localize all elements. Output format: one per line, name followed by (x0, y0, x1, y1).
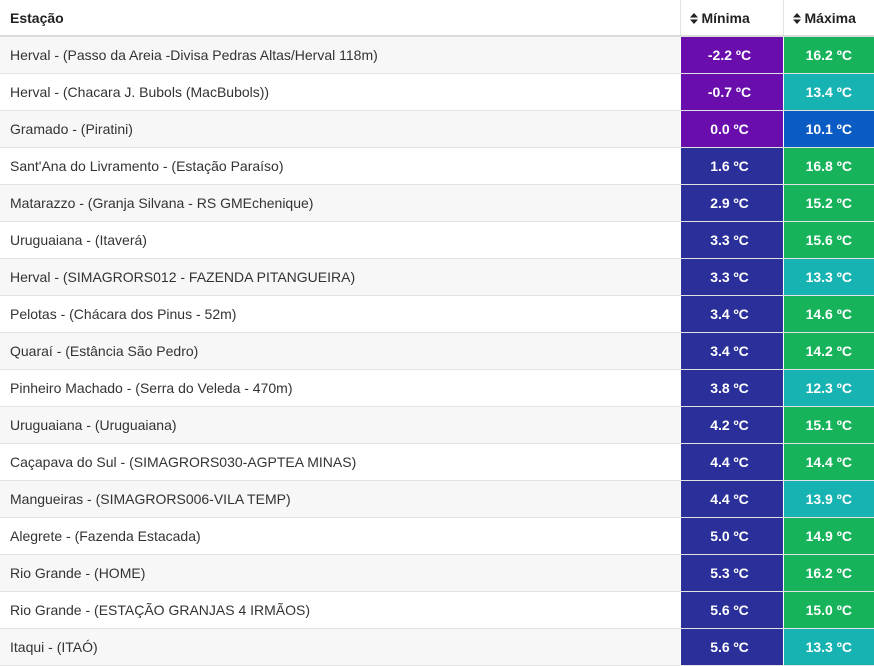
station-name: Rio Grande - (HOME) (0, 554, 680, 592)
max-temp-cell: 14.2 ºC (782, 332, 874, 370)
max-temp-cell: 16.2 ºC (782, 554, 874, 592)
header-station[interactable]: Estação (0, 0, 680, 37)
max-temp-cell: 13.3 ºC (782, 628, 874, 666)
min-temp-cell: 4.4 ºC (679, 480, 783, 518)
station-name: Alegrete - (Fazenda Estacada) (0, 517, 680, 555)
min-temp-cell: 5.0 ºC (679, 517, 783, 555)
min-temp-cell: 3.4 ºC (679, 295, 783, 333)
station-name: Herval - (Passo da Areia -Divisa Pedras … (0, 36, 680, 74)
header-max-sort[interactable]: Máxima (782, 0, 874, 37)
max-temp-cell: 14.6 ºC (782, 295, 874, 333)
table-row: Pinheiro Machado - (Serra do Veleda - 47… (0, 369, 874, 407)
table-body: Herval - (Passo da Areia -Divisa Pedras … (0, 36, 874, 666)
table-row: Matarazzo - (Granja Silvana - RS GMEchen… (0, 184, 874, 222)
min-temp-cell: 2.9 ºC (679, 184, 783, 222)
sort-icon (689, 12, 698, 24)
table-row: Gramado - (Piratini) 0.0 ºC 10.1 ºC (0, 110, 874, 148)
max-temp-cell: 13.4 ºC (782, 73, 874, 111)
station-name: Gramado - (Piratini) (0, 110, 680, 148)
header-min-label: Mínima (701, 9, 750, 26)
min-temp-cell: 3.3 ºC (679, 258, 783, 296)
station-name: Uruguaiana - (Uruguaiana) (0, 406, 680, 444)
header-station-label: Estação (10, 9, 64, 26)
station-name: Rio Grande - (ESTAÇÃO GRANJAS 4 IRMÃOS) (0, 591, 680, 629)
min-temp-cell: 5.6 ºC (679, 628, 783, 666)
station-name: Sant'Ana do Livramento - (Estação Paraís… (0, 147, 680, 185)
table-row: Rio Grande - (HOME) 5.3 ºC 16.2 ºC (0, 554, 874, 592)
header-max-label: Máxima (804, 9, 856, 26)
min-temp-cell: 5.6 ºC (679, 591, 783, 629)
station-name: Mangueiras - (SIMAGRORS006-VILA TEMP) (0, 480, 680, 518)
max-temp-cell: 10.1 ºC (782, 110, 874, 148)
header-min-sort[interactable]: Mínima (679, 0, 783, 37)
min-temp-cell: -2.2 ºC (679, 36, 783, 74)
station-name: Quaraí - (Estância São Pedro) (0, 332, 680, 370)
max-temp-cell: 13.9 ºC (782, 480, 874, 518)
max-temp-cell: 12.3 ºC (782, 369, 874, 407)
station-name: Pinheiro Machado - (Serra do Veleda - 47… (0, 369, 680, 407)
table-row: Itaqui - (ITAÓ) 5.6 ºC 13.3 ºC (0, 628, 874, 666)
station-name: Uruguaiana - (Itaverá) (0, 221, 680, 259)
max-temp-cell: 15.2 ºC (782, 184, 874, 222)
table-row: Uruguaiana - (Uruguaiana) 4.2 ºC 15.1 ºC (0, 406, 874, 444)
max-temp-cell: 16.8 ºC (782, 147, 874, 185)
max-temp-cell: 16.2 ºC (782, 36, 874, 74)
max-temp-cell: 14.4 ºC (782, 443, 874, 481)
min-temp-cell: 5.3 ºC (679, 554, 783, 592)
min-temp-cell: 3.4 ºC (679, 332, 783, 370)
min-temp-cell: 4.4 ºC (679, 443, 783, 481)
min-temp-cell: -0.7 ºC (679, 73, 783, 111)
min-temp-cell: 1.6 ºC (679, 147, 783, 185)
table-row: Caçapava do Sul - (SIMAGRORS030-AGPTEA M… (0, 443, 874, 481)
table-row: Herval - (Passo da Areia -Divisa Pedras … (0, 36, 874, 74)
min-temp-cell: 0.0 ºC (679, 110, 783, 148)
table-row: Herval - (Chacara J. Bubols (MacBubols))… (0, 73, 874, 111)
table-row: Mangueiras - (SIMAGRORS006-VILA TEMP) 4.4… (0, 480, 874, 518)
min-temp-cell: 4.2 ºC (679, 406, 783, 444)
table-row: Rio Grande - (ESTAÇÃO GRANJAS 4 IRMÃOS) 5… (0, 591, 874, 629)
station-name: Herval - (Chacara J. Bubols (MacBubols)) (0, 73, 680, 111)
table-row: Pelotas - (Chácara dos Pinus - 52m) 3.4 º… (0, 295, 874, 333)
min-temp-cell: 3.8 ºC (679, 369, 783, 407)
table-row: Quaraí - (Estância São Pedro) 3.4 ºC 14.2 … (0, 332, 874, 370)
station-name: Pelotas - (Chácara dos Pinus - 52m) (0, 295, 680, 333)
min-temp-cell: 3.3 ºC (679, 221, 783, 259)
table-row: Uruguaiana - (Itaverá) 3.3 ºC 15.6 ºC (0, 221, 874, 259)
max-temp-cell: 13.3 ºC (782, 258, 874, 296)
station-name: Itaqui - (ITAÓ) (0, 628, 680, 666)
max-temp-cell: 15.1 ºC (782, 406, 874, 444)
table-header-row: Estação Mínima Máxima (0, 0, 874, 37)
max-temp-cell: 14.9 ºC (782, 517, 874, 555)
table-row: Herval - (SIMAGRORS012 - FAZENDA PITANGU… (0, 258, 874, 296)
station-name: Matarazzo - (Granja Silvana - RS GMEchen… (0, 184, 680, 222)
max-temp-cell: 15.6 ºC (782, 221, 874, 259)
max-temp-cell: 15.0 ºC (782, 591, 874, 629)
station-name: Caçapava do Sul - (SIMAGRORS030-AGPTEA M… (0, 443, 680, 481)
station-name: Herval - (SIMAGRORS012 - FAZENDA PITANGU… (0, 258, 680, 296)
sort-icon (792, 12, 801, 24)
table-row: Alegrete - (Fazenda Estacada) 5.0 ºC 14.9 … (0, 517, 874, 555)
table-row: Sant'Ana do Livramento - (Estação Paraís… (0, 147, 874, 185)
